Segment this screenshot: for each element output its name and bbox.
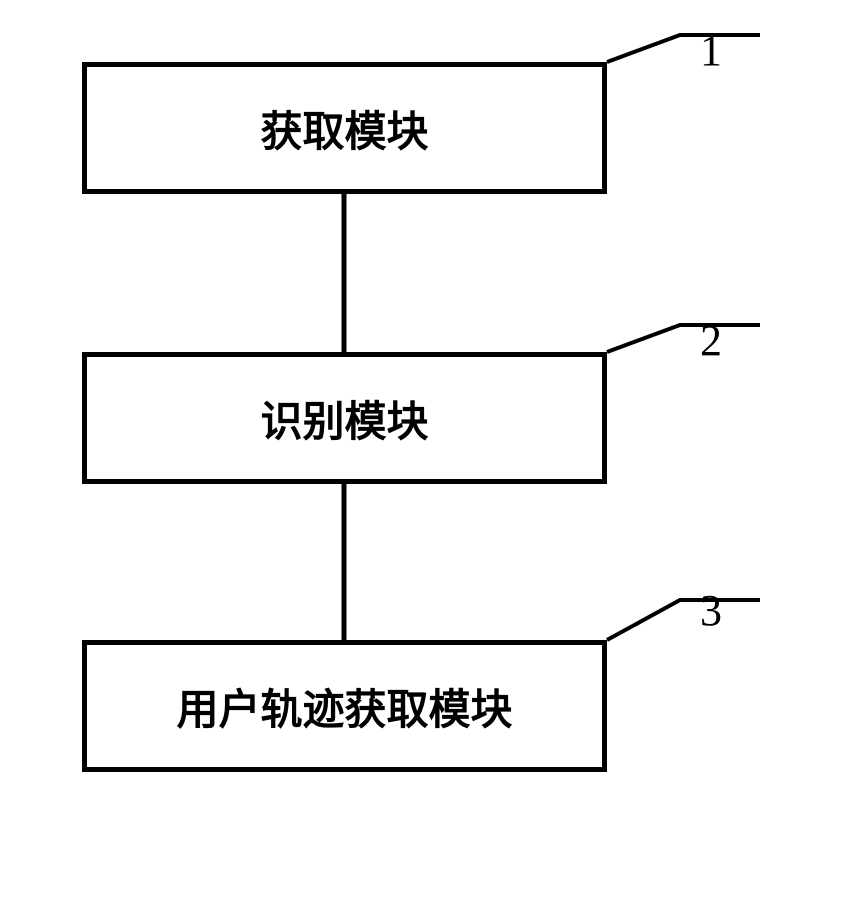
leader-line [607,600,760,640]
flowchart-node: 识别模块 [82,352,607,484]
leader-line [607,325,760,352]
diagram-canvas: 获取模块 1 识别模块 2 用户轨迹获取模块 3 [0,0,851,907]
node-number: 3 [700,585,722,636]
leader-line [607,35,760,62]
node-number: 2 [700,315,722,366]
flowchart-node: 用户轨迹获取模块 [82,640,607,772]
node-label: 获取模块 [260,98,428,159]
node-number: 1 [700,25,722,76]
node-label: 识别模块 [260,388,428,449]
flowchart-node: 获取模块 [82,62,607,194]
node-label: 用户轨迹获取模块 [176,676,512,737]
